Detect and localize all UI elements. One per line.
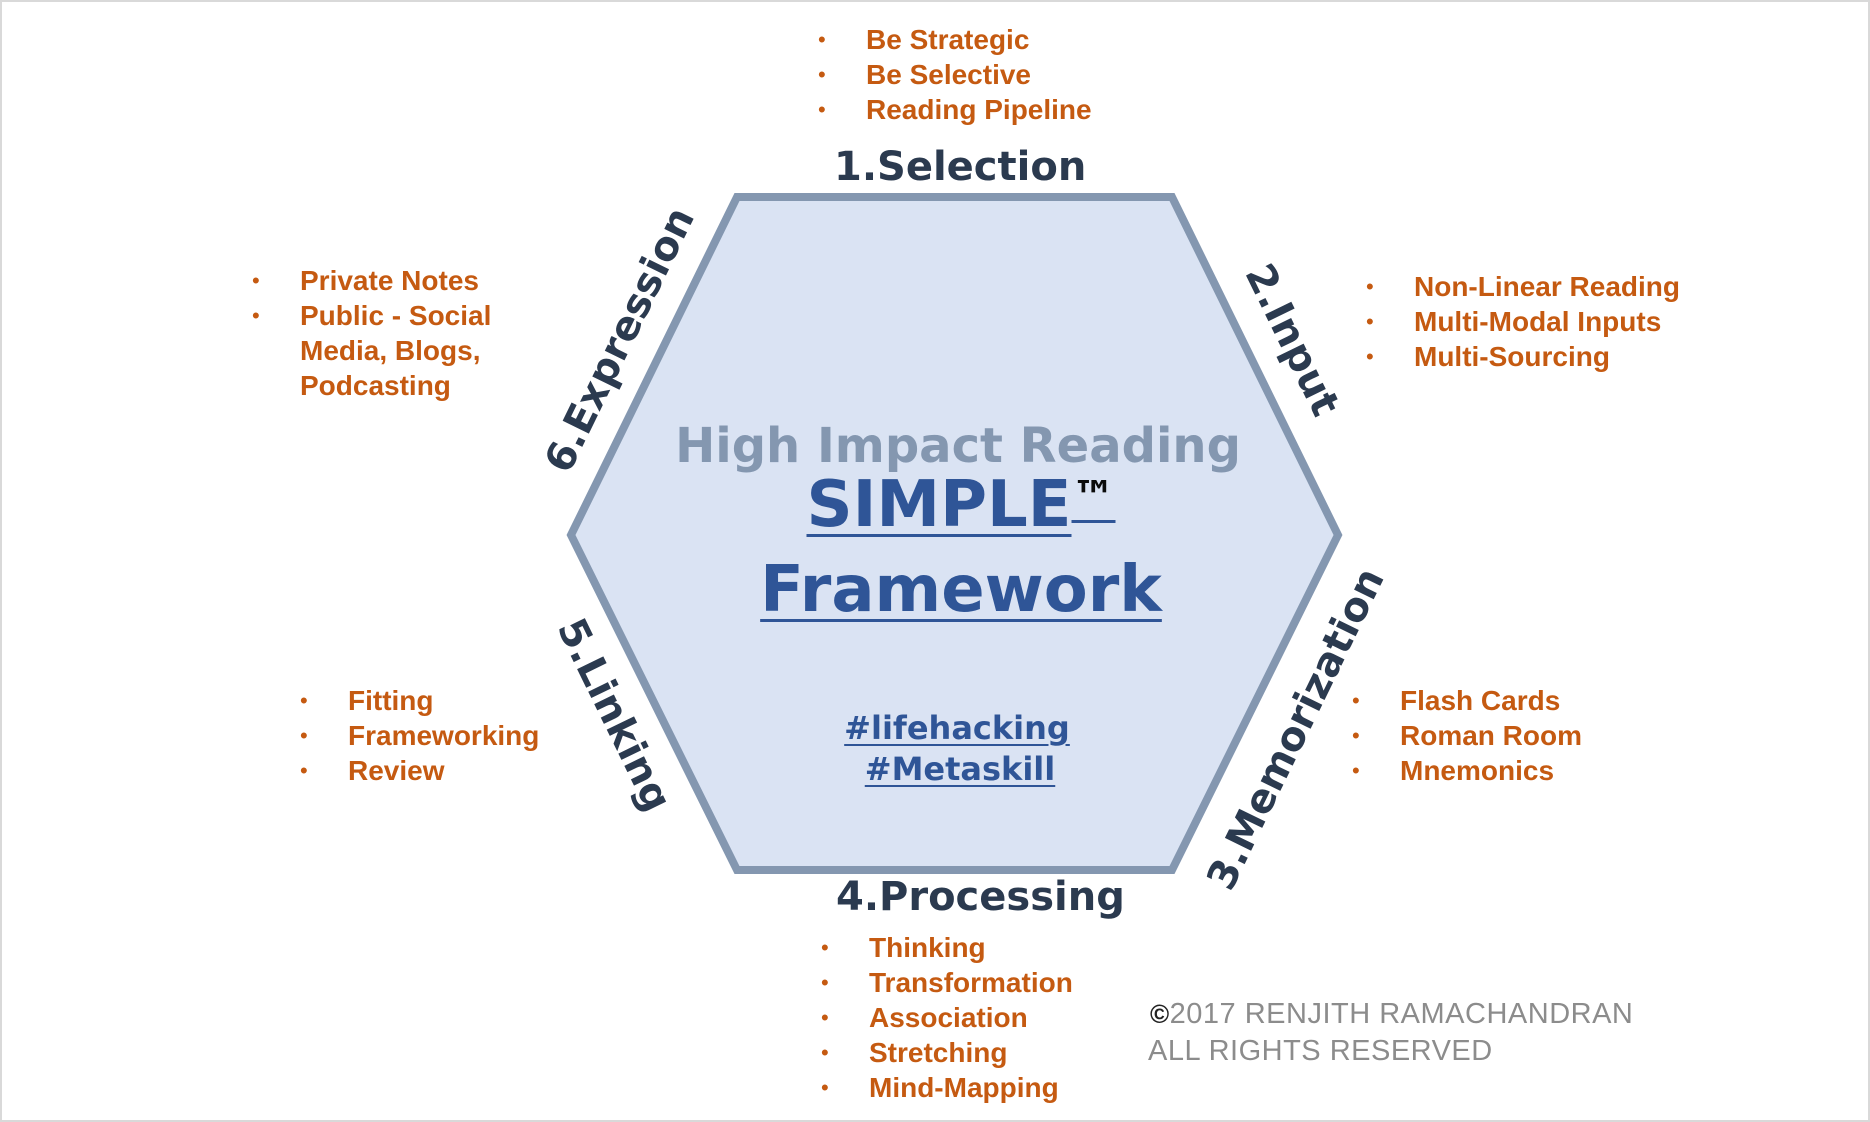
linking-list: Fitting Frameworking Review [300,683,539,788]
list-item: Fitting [300,683,539,718]
list-item: Private Notes [252,263,491,298]
copyright-line1: ©2017 RENJITH RAMACHANDRAN [1150,998,1633,1031]
framework-hexagon [566,193,1343,874]
framework-title-simple: SIMPLE [806,468,1072,542]
step-label-processing: 4.Processing [836,874,1125,920]
copyright-text: 2017 RENJITH RAMACHANDRAN [1169,998,1634,1030]
list-item: Association [821,1000,1073,1035]
copyright-line2: ALL RIGHTS RESERVED [1148,1035,1493,1067]
list-item: Review [300,753,539,788]
input-list: Non-Linear Reading Multi-Modal Inputs Mu… [1366,269,1680,374]
list-item: Mind-Mapping [821,1070,1073,1105]
list-item: Stretching [821,1035,1073,1070]
list-item: Be Strategic [818,22,1092,57]
hashtag-metaskill[interactable]: #Metaskill [864,750,1056,788]
expression-list: Private Notes Public - Social Media, Blo… [252,263,491,403]
list-item: Frameworking [300,718,539,753]
list-item: Transformation [821,965,1073,1000]
list-item: Mnemonics [1352,753,1582,788]
list-item: Roman Room [1352,718,1582,753]
list-item: Multi-Modal Inputs [1366,304,1680,339]
list-item: Podcasting [300,370,451,401]
list-item: Public - Social [252,298,491,333]
trademark-symbol: ™ [1071,472,1116,523]
list-item: Media, Blogs, [300,335,481,366]
list-item: Flash Cards [1352,683,1582,718]
list-item: Multi-Sourcing [1366,339,1680,374]
framework-title-line1: SIMPLE™ [807,468,1116,542]
list-item: Be Selective [818,57,1092,92]
framework-subtitle: High Impact Reading [675,418,1241,474]
list-item: Non-Linear Reading [1366,269,1680,304]
selection-list: Be Strategic Be Selective Reading Pipeli… [818,22,1092,127]
step-label-selection: 1.Selection [834,144,1087,190]
memorization-list: Flash Cards Roman Room Mnemonics [1352,683,1582,788]
list-item: Thinking [821,930,1073,965]
processing-list: Thinking Transformation Association Stre… [821,930,1073,1105]
copyright-icon: © [1150,999,1170,1029]
hashtag-lifehacking[interactable]: #lifehacking [844,709,1070,747]
framework-title-line2: Framework [760,553,1162,627]
list-item: Reading Pipeline [818,92,1092,127]
